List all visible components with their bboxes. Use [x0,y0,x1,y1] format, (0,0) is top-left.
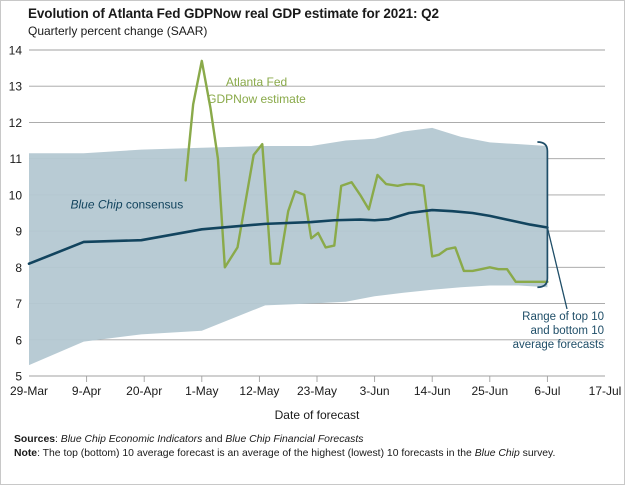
svg-text:Atlanta Fed: Atlanta Fed [226,75,287,89]
svg-text:1-May: 1-May [185,384,218,398]
svg-text:9: 9 [15,225,22,239]
svg-text:13: 13 [9,80,23,94]
svg-text:average forecasts: average forecasts [513,339,605,351]
svg-text:9-Apr: 9-Apr [72,384,101,398]
note-text: : The top (bottom) 10 average forecast i… [37,447,475,459]
svg-text:3-Jun: 3-Jun [360,384,390,398]
note-line: Note: The top (bottom) 10 average foreca… [14,447,614,461]
note-label: Note [14,447,38,459]
page-title: Evolution of Atlanta Fed GDPNow real GDP… [28,6,439,21]
svg-text:Range of top 10: Range of top 10 [522,311,604,323]
svg-text:and bottom 10: and bottom 10 [530,325,604,337]
gdpnow-line [184,59,549,284]
svg-text:Blue Chip consensus: Blue Chip consensus [70,198,183,212]
svg-text:5: 5 [15,370,22,384]
svg-text:14-Jun: 14-Jun [414,384,451,398]
gdpnow-evolution-chart: 5 6 7 8 9 10 11 12 13 14 29-Mar 9-Apr 20-Apr 1-May 12… [9,44,622,423]
svg-text:GDPNow estimate: GDPNow estimate [207,92,306,106]
svg-text:8: 8 [15,261,22,275]
sources-label: Sources [14,434,56,445]
forecast-range-band [29,127,548,366]
svg-text:20-Apr: 20-Apr [126,384,162,398]
sources-and: and [202,434,226,445]
bluechip-consensus-line [27,208,549,266]
svg-text:14: 14 [9,44,23,58]
svg-text:10: 10 [9,188,23,202]
footnotes: Sources: Blue Chip Economic Indicators a… [14,433,614,460]
sources-sep: : [55,434,61,445]
svg-text:Date of forecast: Date of forecast [275,408,360,422]
x-axis: 29-Mar 9-Apr 20-Apr 1-May 12-May 23-May 3-Jun 1… [10,375,622,422]
svg-text:25-Jun: 25-Jun [471,384,508,398]
note-italic: Blue Chip [474,447,520,459]
sources-italic-2: Blue Chip Financial Forecasts [225,434,364,445]
svg-text:12: 12 [9,116,23,130]
svg-text:6-Jul: 6-Jul [534,384,560,398]
svg-text:29-Mar: 29-Mar [10,384,48,398]
page-subtitle: Quarterly percent change (SAAR) [28,24,208,38]
svg-text:7: 7 [15,297,22,311]
svg-text:12-May: 12-May [239,384,279,398]
svg-text:23-May: 23-May [297,384,337,398]
sources-line: Sources: Blue Chip Economic Indicators a… [14,433,614,447]
note-tail: survey. [519,447,556,459]
chart-annotations: Atlanta Fed GDPNow estimate Blue Chip cons… [70,75,604,351]
range-brace [537,141,568,310]
svg-text:11: 11 [10,152,23,166]
svg-text:17-Jul: 17-Jul [589,384,622,398]
sources-italic-1: Blue Chip Economic Indicators [60,434,203,445]
y-axis-tick-labels: 5 6 7 8 9 10 11 12 13 14 [9,44,23,384]
svg-text:6: 6 [15,333,22,347]
